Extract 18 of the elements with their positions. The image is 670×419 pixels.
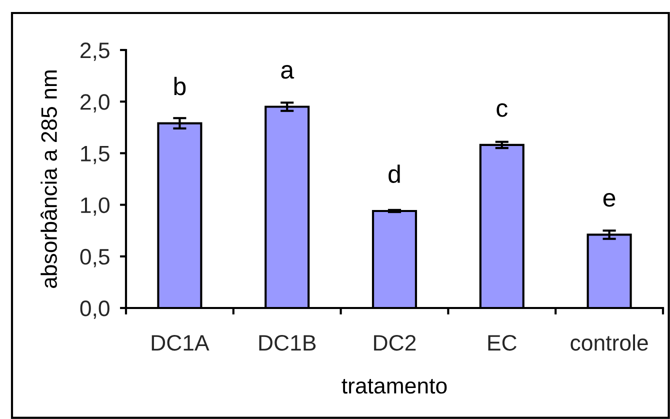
y-tick-label: 2,0 — [80, 94, 110, 112]
x-tick-label: DC2 — [374, 334, 416, 351]
y-tick-label: 2,5 — [80, 42, 110, 61]
x-tick-label: DC1B — [259, 334, 316, 351]
x-tick-label: DC1A — [152, 334, 210, 351]
annotation: c — [496, 103, 508, 117]
annotation: a — [281, 65, 294, 79]
y-tick-label: 0,0 — [80, 300, 110, 319]
y-axis-title: absorbância a 285 nm — [40, 70, 57, 288]
x-axis-title: tratamento — [342, 379, 447, 394]
annotation: d — [388, 164, 400, 183]
y-tick-label: 1,0 — [81, 197, 110, 216]
y-tick-label: 0,5 — [80, 248, 110, 268]
annotation: e — [603, 193, 616, 207]
y-tick-label: 1,5 — [81, 146, 110, 164]
annotation: b — [174, 76, 186, 96]
x-tick-label: controle — [570, 334, 648, 351]
x-tick-label: EC — [488, 334, 516, 351]
